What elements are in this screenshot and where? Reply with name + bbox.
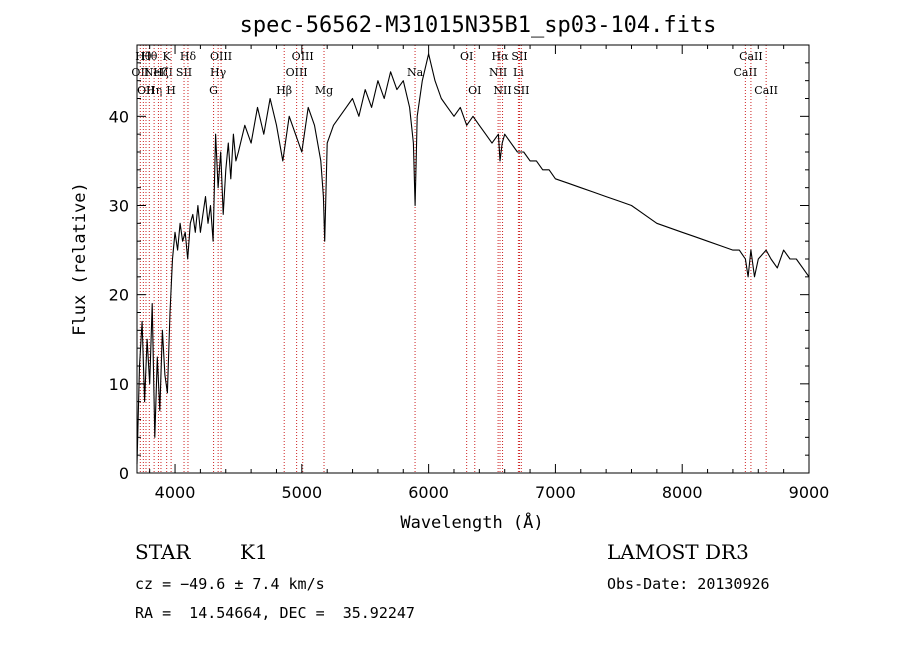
x-tick-label-5: 9000 bbox=[789, 483, 830, 502]
line-label-12: Hγ bbox=[210, 66, 227, 79]
line-label-10: Hδ bbox=[180, 50, 197, 63]
line-label-17: Mg bbox=[315, 84, 333, 97]
y-tick-label-2: 20 bbox=[109, 286, 129, 305]
line-label-0: OII bbox=[131, 66, 149, 79]
line-label-14: Hβ bbox=[276, 84, 292, 97]
line-label-2: OII bbox=[137, 84, 155, 97]
x-axis-title: Wavelength (Å) bbox=[400, 511, 543, 533]
line-label-26: SII bbox=[513, 84, 529, 97]
redshift-velocity: cz = −49.6 ± 7.4 km/s bbox=[135, 575, 325, 593]
line-label-11: G bbox=[209, 84, 218, 97]
x-tick-label-1: 5000 bbox=[281, 483, 322, 502]
x-tick-label-0: 4000 bbox=[155, 483, 196, 502]
plot-frame bbox=[136, 44, 810, 474]
y-tick-label-1: 10 bbox=[109, 375, 129, 394]
line-label-20: OI bbox=[468, 84, 481, 97]
line-label-19: OI bbox=[460, 50, 473, 63]
line-label-8: H bbox=[166, 84, 176, 97]
axis-ticks: 4000 5000 6000 7000 8000 9000 0 10 20 30 40 bbox=[109, 45, 830, 502]
y-tick-label-4: 40 bbox=[109, 107, 129, 126]
line-label-23: NII bbox=[493, 84, 511, 97]
x-tick-label-2: 6000 bbox=[408, 483, 449, 502]
line-label-7: K bbox=[163, 50, 172, 63]
observation-date: Obs-Date: 20130926 bbox=[607, 575, 770, 593]
line-label-21: NII bbox=[489, 66, 507, 79]
line-label-27: CaII bbox=[734, 66, 758, 79]
y-tick-label-0: 0 bbox=[119, 464, 129, 483]
line-label-15: OIII bbox=[286, 66, 308, 79]
chart-title: spec-56562-M31015N35B1_sp03-104.fits bbox=[240, 13, 717, 38]
line-label-29: CaII bbox=[754, 84, 778, 97]
line-label-3: Hθ bbox=[141, 50, 158, 63]
line-label-1: Hθ bbox=[135, 50, 152, 63]
line-label-22: Hα bbox=[491, 50, 509, 63]
series-line-0 bbox=[136, 53, 810, 465]
spectral-line-markers: OIIHθOIIHθHηNeIIIHζKHSIIHδGHγOIIIHβOIIIO… bbox=[131, 45, 778, 473]
line-label-25: SII bbox=[511, 50, 527, 63]
object-class: STAR bbox=[135, 540, 191, 564]
x-tick-label-4: 8000 bbox=[662, 483, 703, 502]
line-label-6: Hζ bbox=[153, 66, 169, 79]
object-subclass: K1 bbox=[240, 540, 268, 564]
sky-coordinates: RA = 14.54664, DEC = 35.92247 bbox=[135, 604, 415, 622]
spectrum-series bbox=[136, 53, 810, 465]
line-label-13: OIII bbox=[210, 50, 232, 63]
line-label-16: OIII bbox=[292, 50, 314, 63]
line-label-18: Na bbox=[407, 66, 424, 79]
line-label-4: Hη bbox=[146, 84, 162, 97]
y-tick-label-3: 30 bbox=[109, 197, 129, 216]
x-tick-label-3: 7000 bbox=[535, 483, 576, 502]
survey-release: LAMOST DR3 bbox=[607, 540, 749, 564]
line-label-24: Li bbox=[513, 66, 524, 79]
line-label-5: NeIII bbox=[144, 66, 173, 79]
y-axis-title: Flux (relative) bbox=[70, 182, 90, 336]
line-label-28: CaII bbox=[739, 50, 763, 63]
line-label-9: SII bbox=[176, 66, 192, 79]
